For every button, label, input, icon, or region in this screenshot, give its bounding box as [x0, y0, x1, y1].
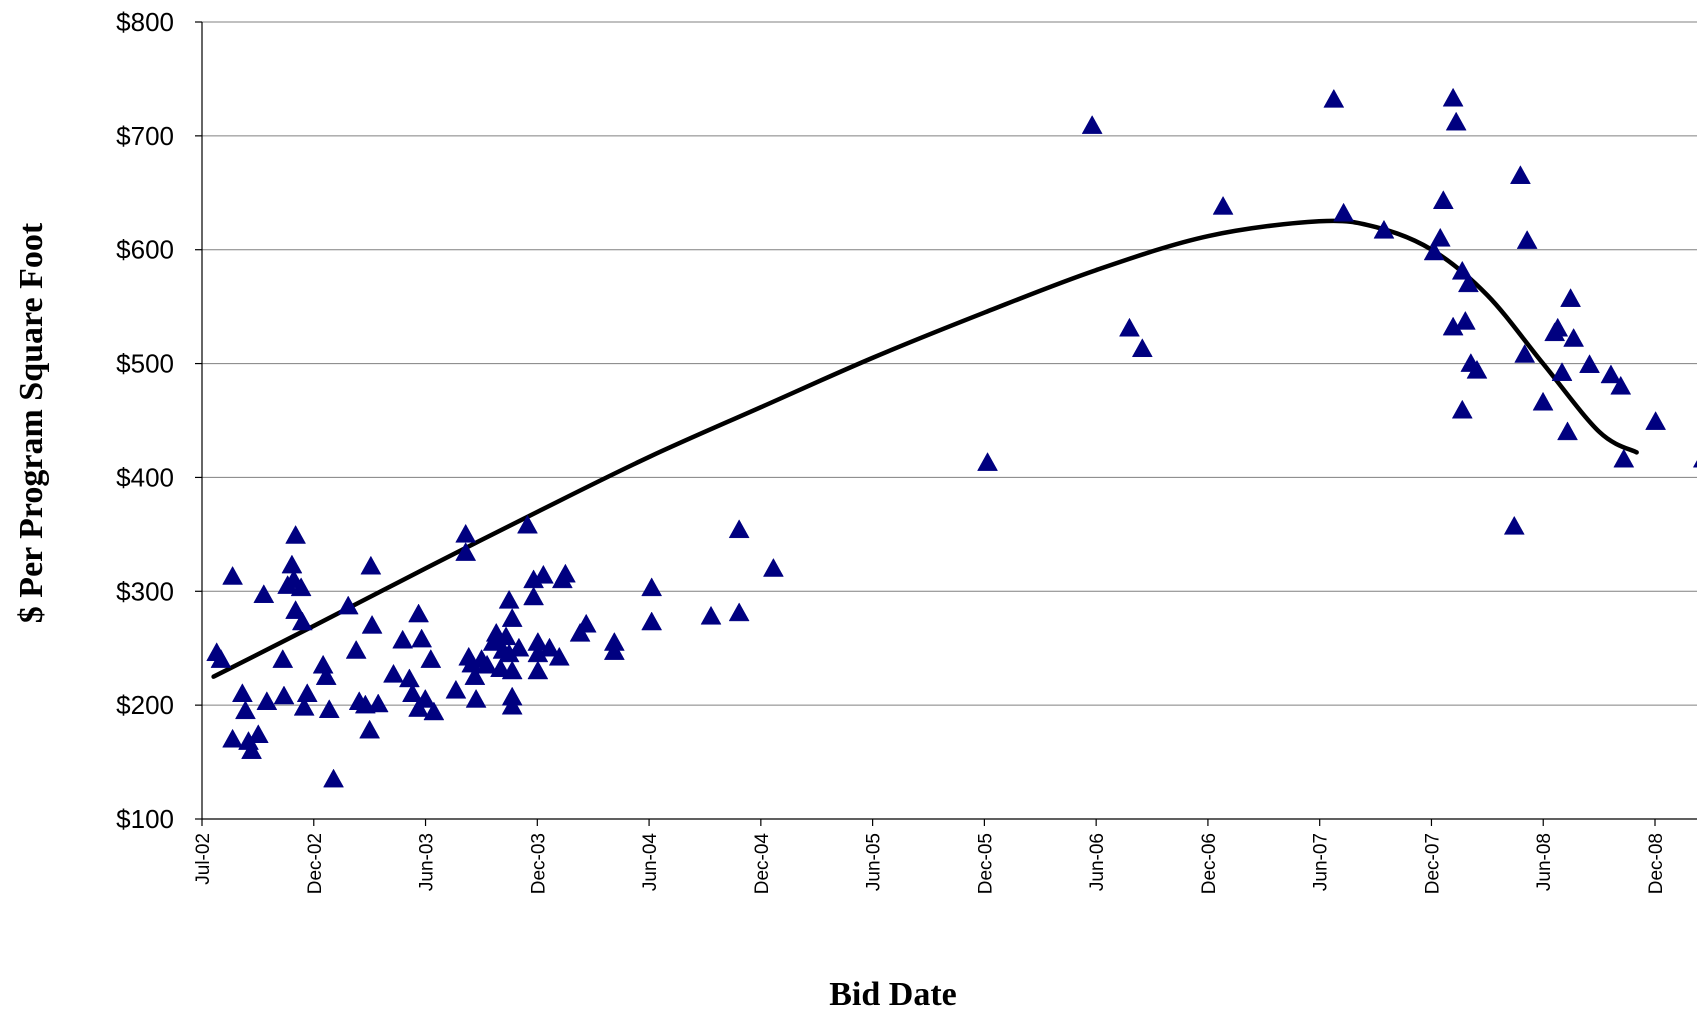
- data-point: [1561, 289, 1581, 307]
- y-tick-label: $200: [116, 690, 174, 720]
- data-point: [362, 615, 382, 633]
- data-point: [254, 585, 274, 603]
- data-point: [360, 720, 380, 738]
- data-point: [282, 555, 302, 573]
- data-point: [223, 729, 243, 747]
- data-point: [576, 614, 596, 632]
- data-point: [393, 630, 413, 648]
- x-tick-label: Dec-05: [975, 833, 996, 894]
- y-tick-labels: $100 $200 $300 $400 $500 $600 $700 $800: [116, 7, 174, 834]
- x-tick-label: Dec-06: [1199, 833, 1220, 894]
- y-tick-label: $600: [116, 235, 174, 265]
- data-point: [701, 606, 721, 624]
- data-point: [1601, 365, 1621, 383]
- data-point: [1082, 116, 1102, 134]
- data-point: [1558, 422, 1578, 440]
- data-point: [978, 453, 998, 471]
- x-tick-label: Jun-08: [1534, 833, 1555, 891]
- data-point: [1213, 196, 1233, 214]
- data-point: [642, 578, 662, 596]
- data-point: [528, 661, 548, 679]
- data-point: [383, 664, 403, 682]
- x-tick-label: Jun-06: [1087, 833, 1108, 891]
- data-point: [273, 650, 293, 668]
- y-tick-label: $400: [116, 462, 174, 492]
- x-tick-label: Jun-05: [864, 833, 885, 891]
- data-point: [346, 640, 366, 658]
- data-point: [1510, 166, 1530, 184]
- data-point: [502, 609, 522, 627]
- y-tick-label: $300: [116, 576, 174, 606]
- x-tick-label: Jun-04: [640, 833, 661, 892]
- data-point: [1533, 392, 1553, 410]
- data-point: [466, 689, 486, 707]
- y-tick-label: $100: [116, 804, 174, 834]
- data-point: [399, 669, 419, 687]
- data-point: [235, 701, 255, 719]
- data-point: [1446, 112, 1466, 130]
- data-point: [223, 566, 243, 584]
- x-axis-title: Bid Date: [829, 976, 957, 1013]
- data-point: [313, 655, 333, 673]
- data-point: [1564, 329, 1584, 347]
- x-tick-label: Dec-07: [1422, 833, 1443, 894]
- data-point: [1693, 449, 1697, 467]
- data-point: [1455, 311, 1475, 329]
- data-point: [729, 603, 749, 621]
- data-point: [533, 565, 553, 583]
- data-point: [297, 684, 317, 702]
- x-tick-label: Jul-02: [193, 833, 214, 885]
- data-point: [412, 629, 432, 647]
- data-point: [1119, 318, 1139, 336]
- data-points: [207, 88, 1697, 787]
- data-point: [1433, 191, 1453, 209]
- data-point: [1504, 516, 1524, 534]
- x-tick-label: Dec-03: [528, 833, 549, 894]
- x-tick-label: Jun-03: [417, 833, 438, 891]
- data-point: [274, 686, 294, 704]
- y-tick-label: $800: [116, 7, 174, 37]
- data-point: [361, 556, 381, 574]
- trendline: [214, 221, 1637, 677]
- y-tick-label: $500: [116, 349, 174, 379]
- x-tick-label: Dec-02: [305, 833, 326, 894]
- data-point: [1517, 231, 1537, 249]
- data-point: [248, 725, 268, 743]
- x-tick-label: Dec-08: [1646, 833, 1667, 894]
- data-point: [1132, 339, 1152, 357]
- data-point: [368, 694, 388, 712]
- data-point: [1324, 89, 1344, 107]
- data-point: [642, 612, 662, 630]
- data-point: [1646, 412, 1666, 430]
- y-axis-title: $ Per Program Square Foot: [13, 222, 50, 623]
- x-tick-label: Jun-07: [1311, 833, 1332, 891]
- x-tick-label: Dec-04: [752, 833, 773, 895]
- data-point: [456, 524, 476, 542]
- data-point: [1430, 228, 1450, 246]
- x-tick-labels: Jul-02 Dec-02 Jun-03 Dec-03 Jun-04 Dec-04 Jun-…: [193, 833, 1667, 895]
- data-point: [257, 692, 277, 710]
- data-point: [1552, 363, 1572, 381]
- data-point: [421, 650, 441, 668]
- data-point: [729, 520, 749, 538]
- data-point: [499, 590, 519, 608]
- data-point: [1548, 318, 1568, 336]
- data-point: [324, 769, 344, 787]
- data-point: [409, 604, 429, 622]
- data-point: [763, 559, 783, 577]
- data-point: [286, 525, 306, 543]
- data-point: [555, 564, 575, 582]
- y-tick-label: $700: [116, 121, 174, 151]
- data-point: [446, 680, 466, 698]
- data-point: [1443, 88, 1463, 106]
- data-point: [1334, 203, 1354, 221]
- data-point: [232, 684, 252, 702]
- trendline-layer: [214, 221, 1637, 677]
- data-point: [1452, 400, 1472, 418]
- data-point: [319, 700, 339, 718]
- data-point: [524, 587, 544, 605]
